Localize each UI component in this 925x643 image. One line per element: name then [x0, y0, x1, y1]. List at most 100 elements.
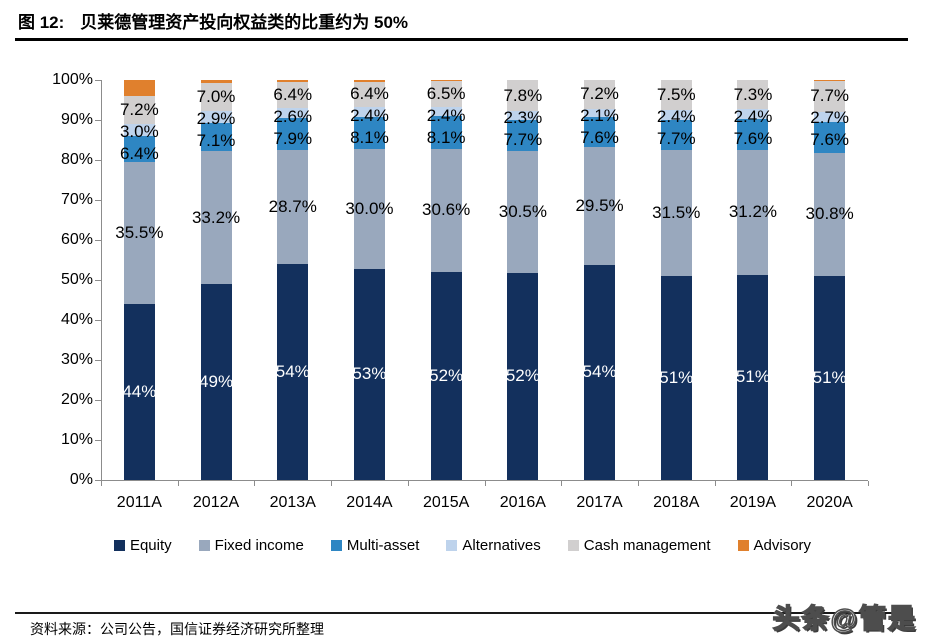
y-axis-tick: [95, 400, 101, 401]
legend-item-multi-asset: Multi-asset: [330, 537, 419, 554]
y-axis-tick-label: 50%: [60, 271, 93, 288]
segment-label: 30.5%: [498, 201, 547, 221]
legend-label-advisory: Advisory: [753, 537, 812, 554]
segment-label: 2.7%: [810, 108, 850, 128]
x-axis-category-label: 2014A: [346, 494, 393, 511]
x-axis-category-label: 2013A: [269, 494, 316, 511]
x-axis-category-label: 2012A: [192, 494, 240, 511]
legend-label-fixed-income: Fixed income: [214, 537, 304, 554]
y-axis-tick: [95, 360, 101, 361]
bar-segment-alternatives: [660, 109, 692, 120]
bar-segment-alternatives: [200, 111, 232, 123]
bar-segment-fixed-income: [507, 150, 539, 273]
bar-segment-equity: [430, 271, 462, 480]
bar-segment-cash-management: [814, 80, 846, 112]
bar-segment-multi-asset: [277, 117, 309, 150]
segment-label: 54%: [275, 362, 310, 382]
bar-segment-alternatives: [584, 108, 616, 118]
y-axis-tick-label: 40%: [60, 311, 93, 328]
y-axis-tick-label: 20%: [60, 391, 93, 408]
segment-label: 44%: [122, 382, 157, 401]
source-note: 资料来源：公司公告，国信证券经济研究所整理: [30, 623, 324, 638]
segment-label: 7.5%: [656, 84, 696, 104]
figure-title-text: 贝莱德管理资产投向权益类的比重约为 50%: [80, 13, 409, 32]
bar-segment-multi-asset: [507, 120, 539, 151]
bar-segment-alternatives: [123, 124, 155, 137]
legend-label-alternatives: Alternatives: [462, 537, 541, 554]
y-axis-tick: [95, 240, 101, 241]
segment-label: 30.6%: [422, 200, 471, 220]
y-axis-tick: [95, 80, 101, 81]
bar-segment-cash-management: [507, 80, 539, 112]
segment-label: 51%: [659, 368, 694, 388]
bar-segment-alternatives: [353, 107, 385, 117]
bar-segment-cash-management: [584, 80, 616, 109]
segment-label: 29.5%: [575, 196, 624, 216]
bar-segment-fixed-income: [814, 152, 846, 276]
bar-segment-fixed-income: [737, 149, 769, 275]
legend-item-equity: Equity: [113, 537, 172, 554]
segment-label: 6.5%: [426, 83, 466, 103]
segment-label: 35.5%: [115, 223, 164, 242]
bar-segment-cash-management: [737, 80, 769, 110]
bar-segment-advisory: [430, 80, 462, 81]
y-axis-line: [101, 80, 102, 481]
footer-divider: [15, 612, 908, 614]
bar-segment-multi-asset: [123, 136, 155, 162]
segment-label: 2.9%: [196, 109, 236, 129]
watermark: 头条@管是: [772, 603, 917, 635]
y-axis-tick: [95, 440, 101, 441]
legend-swatch-cash-management: [567, 540, 579, 551]
legend-swatch-advisory: [737, 540, 749, 551]
y-axis-tick-label: 70%: [60, 191, 93, 208]
bar-segment-multi-asset: [430, 116, 462, 149]
segment-label: 7.7%: [810, 86, 850, 106]
legend-swatch-multi-asset: [330, 540, 342, 551]
segment-label: 30.8%: [805, 204, 854, 224]
figure-title: 图 12: 贝莱德管理资产投向权益类的比重约为 50%: [18, 8, 408, 33]
bar-segment-equity: [123, 304, 155, 480]
segment-label: 7.6%: [580, 128, 619, 148]
bar-segment-fixed-income: [660, 150, 692, 277]
segment-label: 7.0%: [196, 87, 236, 107]
segment-label: 52%: [429, 365, 464, 385]
segment-label: 2.4%: [350, 106, 389, 126]
x-axis-tick: [101, 481, 102, 486]
segment-label: 51%: [735, 367, 770, 387]
bar-segment-equity: [737, 274, 769, 480]
y-axis-tick-label: 90%: [60, 111, 93, 128]
bar-segment-fixed-income: [277, 149, 309, 265]
bar-segment-alternatives: [430, 106, 462, 117]
bar-segment-cash-management: [660, 80, 692, 110]
stacked-bar-chart: 0% 10% 20% 30% 40% 50% 60% 70% 80% 90% 100% 2011A 20…: [52, 71, 869, 511]
y-axis-tick-label: 10%: [60, 431, 93, 448]
segment-label: 31.5%: [652, 203, 701, 223]
bar-segment-multi-asset: [737, 118, 769, 150]
x-axis-tick: [791, 481, 793, 486]
legend-item-fixed-income: Fixed income: [198, 537, 304, 554]
segment-label: 6.4%: [273, 84, 313, 104]
segment-label: 7.7%: [656, 128, 696, 148]
bar-segment-multi-asset: [814, 122, 846, 153]
y-axis-tick: [95, 480, 101, 481]
x-axis-tick: [868, 481, 869, 486]
bar-segment-equity: [277, 264, 309, 480]
x-axis-tick: [407, 481, 409, 486]
segment-label: 51%: [812, 368, 847, 387]
y-axis-tick: [95, 280, 101, 281]
x-axis-line: [101, 480, 868, 481]
segment-label: 7.2%: [580, 84, 619, 104]
segment-label: 2.4%: [733, 106, 773, 126]
legend-swatch-fixed-income: [198, 540, 210, 551]
segment-label: 6.4%: [350, 84, 389, 104]
segment-label: 6.4%: [119, 144, 159, 163]
segment-label: 7.3%: [733, 84, 773, 104]
x-axis-tick: [714, 481, 716, 486]
segment-label: 54%: [582, 362, 617, 382]
bar-segment-advisory: [277, 80, 309, 82]
segment-label: 7.8%: [503, 85, 543, 105]
x-axis-category-label: 2018A: [653, 494, 700, 511]
bar-segment-equity: [814, 276, 846, 480]
segment-label: 28.7%: [268, 196, 317, 216]
